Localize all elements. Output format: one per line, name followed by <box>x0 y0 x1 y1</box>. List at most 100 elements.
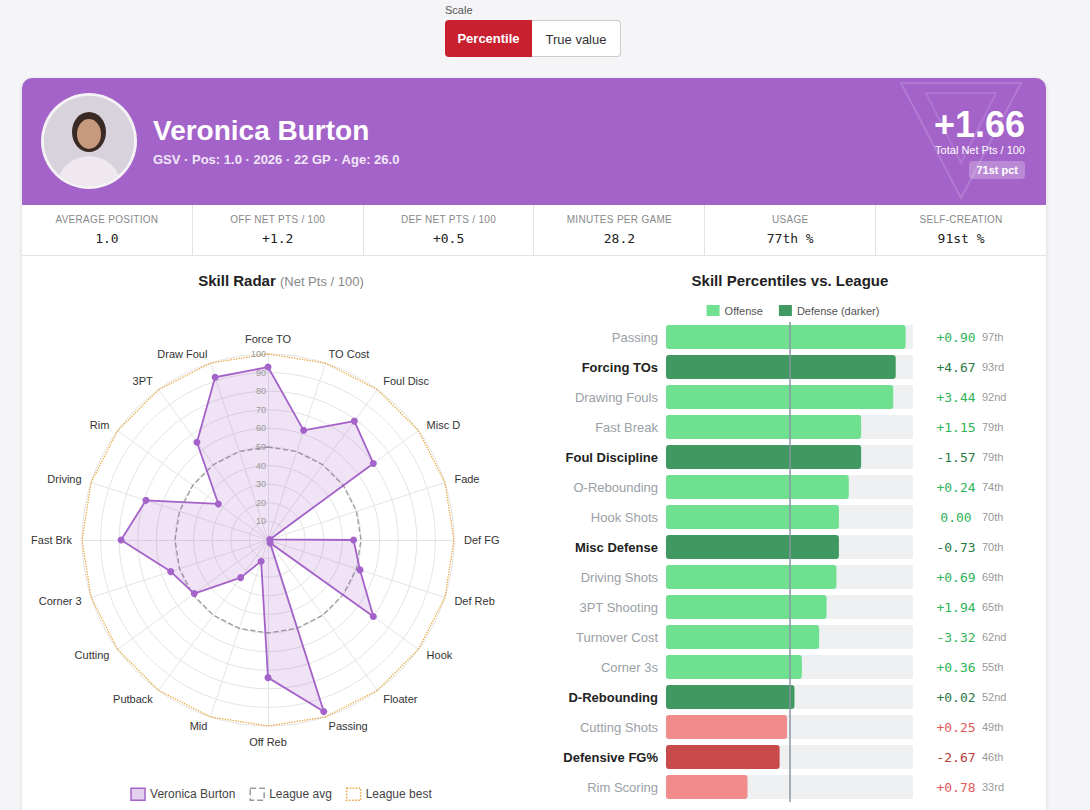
svg-text:Def FG: Def FG <box>464 534 499 546</box>
svg-text:Force TO: Force TO <box>245 333 291 345</box>
html-text:+0.5: +0.5 <box>432 231 465 246</box>
svg-text:90: 90 <box>256 368 266 378</box>
svg-text:70th: 70th <box>982 511 1003 523</box>
html-text:28.2: 28.2 <box>603 231 635 246</box>
svg-text:3PT: 3PT <box>133 375 153 387</box>
svg-text:Foul Disc: Foul Disc <box>383 375 429 387</box>
svg-text:3PT Shooting: 3PT Shooting <box>579 600 658 615</box>
svg-text:-3.32: -3.32 <box>936 630 975 645</box>
svg-text:60: 60 <box>256 423 266 433</box>
svg-text:50: 50 <box>256 442 266 452</box>
svg-text:-1.57: -1.57 <box>936 450 975 465</box>
html-text:Skill Percentiles vs. League: Skill Percentiles vs. League <box>691 272 889 289</box>
html-text:77th %: 77th % <box>766 231 814 246</box>
svg-text:Putback: Putback <box>113 693 153 705</box>
html-text:Scale: Scale <box>445 4 473 16</box>
svg-text:Corner 3s: Corner 3s <box>601 660 659 675</box>
svg-text:League avg: League avg <box>269 787 332 801</box>
svg-text:55th: 55th <box>982 661 1003 673</box>
svg-text:Draw Foul: Draw Foul <box>157 348 207 360</box>
html-text:Percentile: Percentile <box>457 31 520 46</box>
svg-text:62nd: 62nd <box>982 631 1006 643</box>
svg-text:Fast Break: Fast Break <box>595 420 658 435</box>
svg-text:65th: 65th <box>982 601 1003 613</box>
html-text:+1.2: +1.2 <box>262 231 294 246</box>
svg-text:+1.15: +1.15 <box>936 420 975 435</box>
svg-text:Passing: Passing <box>329 720 368 732</box>
svg-text:Rim Scoring: Rim Scoring <box>587 780 658 795</box>
svg-text:74th: 74th <box>982 481 1003 493</box>
html-text:1.0: 1.0 <box>95 231 119 246</box>
svg-text:Mid: Mid <box>190 720 208 732</box>
svg-text:Misc Defense: Misc Defense <box>575 540 658 555</box>
svg-text:Misc D: Misc D <box>427 419 461 431</box>
svg-text:97th: 97th <box>982 331 1003 343</box>
svg-text:TO Cost: TO Cost <box>329 348 370 360</box>
svg-text:70th: 70th <box>982 541 1003 553</box>
svg-text:33rd: 33rd <box>982 781 1004 793</box>
svg-text:Hook: Hook <box>427 649 453 661</box>
svg-text:O-Rebounding: O-Rebounding <box>573 480 658 495</box>
svg-text:Turnover Cost: Turnover Cost <box>576 630 658 645</box>
svg-text:Cutting Shots: Cutting Shots <box>580 720 659 735</box>
svg-text:Defense (darker): Defense (darker) <box>797 305 880 317</box>
svg-text:80: 80 <box>256 386 266 396</box>
svg-text:0.00: 0.00 <box>940 510 971 525</box>
html-text:+1.66: +1.66 <box>933 104 1025 145</box>
svg-text:Fade: Fade <box>454 473 479 485</box>
svg-text:+1.94: +1.94 <box>936 600 975 615</box>
html-text:Skill Radar (Net Pts / 100): Skill Radar (Net Pts / 100) <box>198 272 364 289</box>
svg-text:46th: 46th <box>982 751 1003 763</box>
svg-text:Hook Shots: Hook Shots <box>591 510 659 525</box>
svg-text:30: 30 <box>256 479 266 489</box>
svg-text:Drawing Fouls: Drawing Fouls <box>575 390 659 405</box>
svg-text:D-Rebounding: D-Rebounding <box>568 690 658 705</box>
svg-text:Forcing TOs: Forcing TOs <box>582 360 658 375</box>
svg-text:40: 40 <box>256 461 266 471</box>
svg-text:93rd: 93rd <box>982 361 1004 373</box>
svg-text:Floater: Floater <box>383 693 418 705</box>
svg-text:69th: 69th <box>982 571 1003 583</box>
svg-text:10: 10 <box>256 516 266 526</box>
svg-text:+0.69: +0.69 <box>936 570 975 585</box>
svg-text:Defensive FG%: Defensive FG% <box>563 750 658 765</box>
svg-text:Passing: Passing <box>612 330 658 345</box>
svg-text:-2.67: -2.67 <box>936 750 975 765</box>
svg-text:Driving: Driving <box>47 473 81 485</box>
svg-text:+0.25: +0.25 <box>936 720 975 735</box>
svg-text:Corner 3: Corner 3 <box>39 595 82 607</box>
html-text:True value: True value <box>545 32 607 47</box>
html-text:AVERAGE POSITION: AVERAGE POSITION <box>55 214 159 225</box>
svg-text:92nd: 92nd <box>982 391 1006 403</box>
svg-text:Foul Discipline: Foul Discipline <box>566 450 658 465</box>
svg-text:+0.02: +0.02 <box>936 690 975 705</box>
svg-text:Fast Brk: Fast Brk <box>31 534 72 546</box>
html-text:Total Net Pts / 100: Total Net Pts / 100 <box>935 144 1025 156</box>
svg-text:+3.44: +3.44 <box>936 390 975 405</box>
svg-text:79th: 79th <box>982 421 1003 433</box>
svg-text:49th: 49th <box>982 721 1003 733</box>
svg-text:+0.78: +0.78 <box>936 780 975 795</box>
svg-text:Off Reb: Off Reb <box>249 736 287 748</box>
svg-text:League best: League best <box>366 787 433 801</box>
html-text:GSV · Pos: 1.0 · 2026 · 22 GP: GSV · Pos: 1.0 · 2026 · 22 GP · Age: 26.… <box>153 152 400 167</box>
svg-text:70: 70 <box>256 405 266 415</box>
svg-text:+0.90: +0.90 <box>936 330 975 345</box>
svg-text:Veronica Burton: Veronica Burton <box>150 787 235 801</box>
svg-text:+0.24: +0.24 <box>936 480 975 495</box>
svg-text:79th: 79th <box>982 451 1003 463</box>
svg-text:+0.36: +0.36 <box>936 660 975 675</box>
html-text:Veronica Burton: Veronica Burton <box>153 115 370 146</box>
svg-text:52nd: 52nd <box>982 691 1006 703</box>
svg-text:Driving Shots: Driving Shots <box>581 570 659 585</box>
svg-text:100: 100 <box>251 349 266 359</box>
svg-text:+4.67: +4.67 <box>936 360 975 375</box>
svg-text:20: 20 <box>256 498 266 508</box>
svg-text:Def Reb: Def Reb <box>454 595 494 607</box>
svg-text:Offense: Offense <box>725 305 763 317</box>
html-text:71st pct: 71st pct <box>976 164 1018 176</box>
svg-text:Cutting: Cutting <box>75 649 110 661</box>
html-text:91st %: 91st % <box>937 231 985 246</box>
svg-text:-0.73: -0.73 <box>936 540 975 555</box>
svg-text:Rim: Rim <box>90 419 110 431</box>
